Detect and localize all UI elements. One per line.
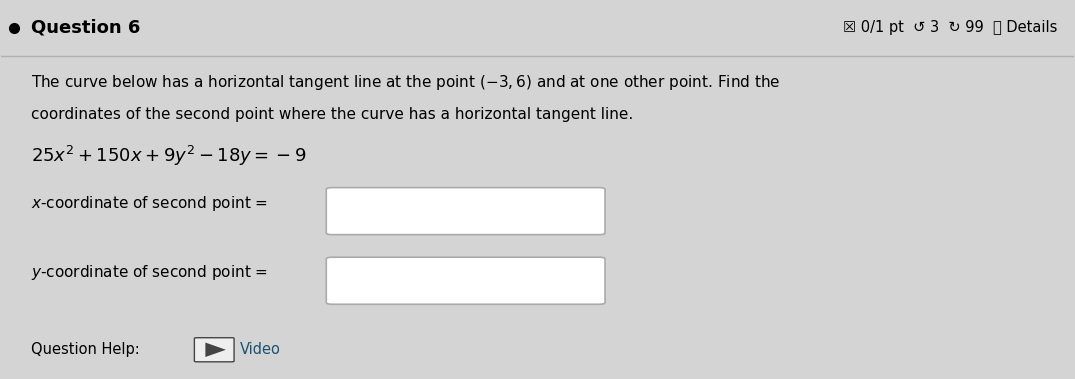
Text: $25x^2 + 150x + 9y^2 - 18y = -9$: $25x^2 + 150x + 9y^2 - 18y = -9$ xyxy=(31,144,307,168)
Polygon shape xyxy=(205,343,226,357)
Text: Video: Video xyxy=(240,342,281,357)
Text: Question 6: Question 6 xyxy=(31,19,141,37)
Text: ☒ 0/1 pt  ↺ 3  ↻ 99  ⓘ Details: ☒ 0/1 pt ↺ 3 ↻ 99 ⓘ Details xyxy=(843,20,1058,35)
Text: Question Help:: Question Help: xyxy=(31,342,140,357)
Text: The curve below has a horizontal tangent line at the point $(-3, 6)$ and at one : The curve below has a horizontal tangent… xyxy=(31,73,780,92)
Text: $x$-coordinate of second point =: $x$-coordinate of second point = xyxy=(31,194,269,213)
Text: coordinates of the second point where the curve has a horizontal tangent line.: coordinates of the second point where th… xyxy=(31,107,633,122)
FancyBboxPatch shape xyxy=(327,257,605,304)
FancyBboxPatch shape xyxy=(327,188,605,235)
FancyBboxPatch shape xyxy=(195,338,234,362)
Text: $y$-coordinate of second point =: $y$-coordinate of second point = xyxy=(31,263,269,282)
